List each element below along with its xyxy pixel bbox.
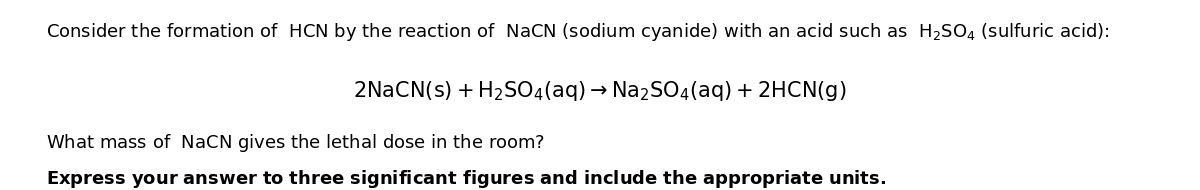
- Text: $\bf{Express\ your\ answer\ to\ three\ significant\ figures\ and\ include\ the\ : $\bf{Express\ your\ answer\ to\ three\ s…: [46, 168, 886, 190]
- Text: $\mathregular{2NaCN(s) + H_2SO_4(aq) \rightarrow Na_2SO_4(aq) + 2HCN(g)}$: $\mathregular{2NaCN(s) + H_2SO_4(aq) \ri…: [353, 79, 847, 103]
- Text: What mass of $\mathregular{\ NaCN}$ gives the lethal dose in the room?: What mass of $\mathregular{\ NaCN}$ give…: [46, 131, 545, 154]
- Text: Consider the formation of $\mathregular{\ HCN}$ by the reaction of $\mathregular: Consider the formation of $\mathregular{…: [46, 21, 1109, 43]
